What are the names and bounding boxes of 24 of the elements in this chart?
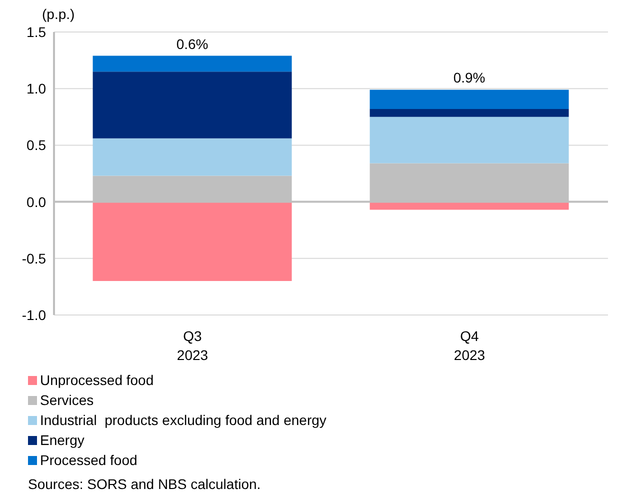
legend-label: Services <box>40 391 94 410</box>
bar <box>370 90 569 109</box>
bar <box>92 138 292 176</box>
x-tick-label: Q3 2023 <box>176 328 208 363</box>
y-tick-label: -1.0 <box>22 306 46 323</box>
bar <box>92 202 292 282</box>
legend-label: Unprocessed food <box>40 371 154 390</box>
x-tick-label: Q4 2023 <box>454 328 486 363</box>
bar <box>92 56 292 72</box>
legend-label: Processed food <box>40 451 138 470</box>
bar <box>370 116 569 164</box>
legend-label: Energy <box>40 431 84 450</box>
bar <box>370 108 569 117</box>
y-tick-label: 0.5 <box>26 137 46 154</box>
total-label: 0.6% <box>176 36 208 52</box>
y-tick-label: 1.5 <box>26 24 46 40</box>
total-label: 0.9% <box>453 70 486 86</box>
y-tick-label: -0.5 <box>22 250 46 266</box>
source-note: Sources: SORS and NBS calculation. <box>28 476 262 492</box>
bar <box>92 72 292 138</box>
y-axis-title: (p.p.) <box>42 6 75 22</box>
y-tick-label: 0.0 <box>26 194 46 210</box>
y-tick-label: 1.0 <box>26 80 46 97</box>
legend-label: Industrial products excluding food and energy <box>40 411 326 430</box>
